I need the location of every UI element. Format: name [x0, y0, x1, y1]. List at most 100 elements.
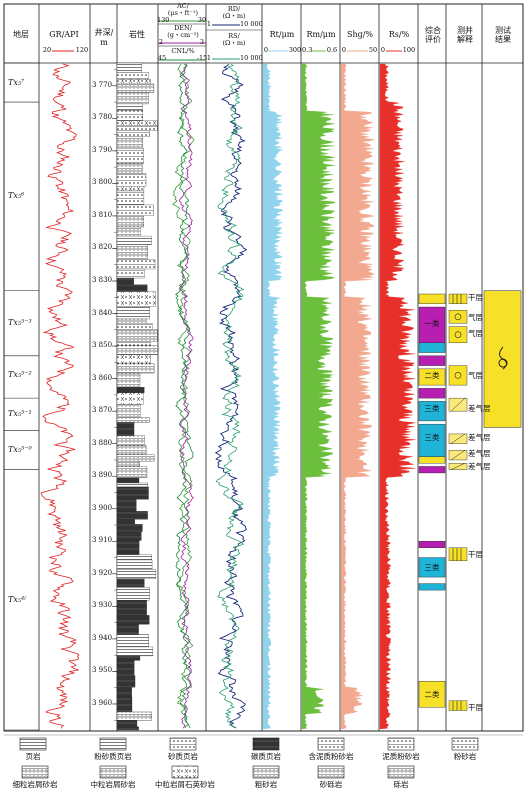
- header-rs-max: 10 000: [240, 54, 263, 62]
- header-interp: 测井 解释: [457, 26, 473, 44]
- eval-block: [418, 541, 446, 548]
- gr-curve: [40, 63, 80, 729]
- lithology-band: [116, 587, 150, 601]
- eval-block: [418, 293, 446, 304]
- lithology-band: [116, 329, 158, 342]
- header-ac-unit: (μs・ft⁻¹): [167, 9, 199, 17]
- lithology-band: [116, 720, 138, 727]
- lithology-band: [116, 519, 135, 525]
- legend-label: 中粒岩屑砂岩: [90, 780, 136, 789]
- dry-layer-symbol: [448, 293, 468, 304]
- header-den-max: 3: [199, 38, 205, 46]
- eval-block: [418, 583, 446, 591]
- depth-label: 3 850: [92, 341, 113, 350]
- lithology-band: [116, 120, 158, 126]
- interp-label: 差气层: [468, 462, 491, 472]
- lithology-band: [116, 624, 139, 635]
- eval-class-label: 一类: [424, 319, 440, 329]
- interp-label: 干层: [468, 550, 483, 560]
- lithology-band: [116, 323, 153, 330]
- lithology-band: [116, 435, 145, 446]
- lithology-band: [116, 404, 141, 418]
- eval-block: [418, 355, 446, 366]
- poor-gas-hatch: [450, 433, 466, 444]
- eval-class-label: 三类: [424, 433, 440, 443]
- lithology-band: [116, 284, 148, 292]
- depth-label: 3 960: [92, 698, 113, 707]
- header-rt: Rt/μm: [269, 30, 295, 39]
- header-ac-max: 30: [197, 16, 207, 24]
- depth-label: 3 770: [92, 80, 113, 89]
- legend-swatch: [317, 765, 345, 779]
- lithology-band: [116, 235, 152, 245]
- layer-label: Tx₅⁷: [8, 77, 25, 87]
- header-rd-min: 1: [206, 20, 212, 28]
- gas-test-icon-circle: [498, 358, 508, 368]
- lithology-band: [116, 417, 150, 423]
- interp-label: 干层: [468, 703, 483, 713]
- depth-label: 3 840: [92, 308, 113, 317]
- legend-label: 粗砂岩: [254, 780, 278, 789]
- lithology-band: [116, 524, 143, 532]
- legend-label: 细粒岩屑砂岩: [12, 780, 58, 789]
- eval-class-label: 二类: [424, 690, 440, 700]
- header-gr-max: 120: [75, 46, 89, 54]
- gas-layer-symbol: [448, 310, 468, 324]
- lithology-band: [116, 675, 136, 688]
- interp-label: 差气层: [468, 449, 491, 459]
- lithology-band: [116, 569, 157, 579]
- gas-icon: [454, 372, 462, 379]
- lithology-band: [116, 268, 145, 279]
- layer-label: Tx₅⁴⁽: [8, 594, 27, 604]
- lithology-band: [116, 259, 156, 270]
- depth-label: 3 780: [92, 113, 113, 122]
- header-eval: 综合 评价: [425, 26, 441, 44]
- lithology-band: [116, 226, 141, 237]
- layer-label: Tx₅⁶: [8, 191, 25, 201]
- layer-label: Tx₅⁵⁻⁰: [8, 445, 32, 455]
- legend-swatch: [99, 737, 127, 751]
- lithology-band: [116, 277, 134, 285]
- lithology-band: [116, 466, 148, 478]
- legend-swatch: [99, 765, 127, 779]
- lithology-band: [116, 185, 145, 192]
- legend-label: 砾岩: [393, 780, 409, 789]
- header-shg-max: 50: [368, 46, 378, 54]
- legend-label: 泥质粉砂岩: [382, 752, 420, 761]
- header-rs2-min: 0: [380, 46, 386, 54]
- lithology-band: [116, 79, 151, 85]
- header-depth: 井深/: [94, 28, 114, 37]
- rd-curve: [214, 63, 248, 729]
- lithology-band: [116, 148, 144, 164]
- lithology-band: [116, 540, 140, 555]
- depth-label: 3 820: [92, 243, 113, 252]
- interp-label: 差气层: [468, 433, 491, 443]
- rt-fill: [262, 63, 284, 730]
- lithology-band: [116, 445, 147, 455]
- lithology-band: [116, 422, 135, 436]
- legend-label: 砂砾岩: [319, 780, 343, 789]
- lithology-band: [116, 291, 156, 307]
- lithology-band: [116, 634, 149, 648]
- header-rs2-max: 100: [402, 46, 416, 54]
- lithology-band: [116, 130, 150, 137]
- layer-label: Tx₅⁵⁻¹: [8, 409, 32, 419]
- dry-layer-symbol: [448, 547, 468, 562]
- header-rm: Rm/μm: [306, 30, 336, 39]
- header-layer: 地层: [13, 30, 29, 39]
- lithology-band: [116, 392, 144, 405]
- depth-label: 3 880: [92, 438, 113, 447]
- lithology-band: [116, 461, 140, 467]
- lithology-band: [116, 531, 142, 541]
- legend-swatch: [169, 737, 197, 751]
- eval-class-label: 二类: [424, 371, 440, 381]
- lithology-band: [116, 726, 139, 731]
- legend-label: 粉砂质页岩: [94, 752, 132, 761]
- lithology-band: [116, 655, 141, 661]
- layer-label: Tx₅⁵⁻²: [8, 370, 32, 380]
- header-ac: AC/: [177, 2, 189, 10]
- legend-label: 砂质页岩: [168, 752, 198, 761]
- lithology-band: [116, 454, 155, 462]
- eval-block: [418, 388, 446, 399]
- header-den-min: 2: [158, 38, 164, 46]
